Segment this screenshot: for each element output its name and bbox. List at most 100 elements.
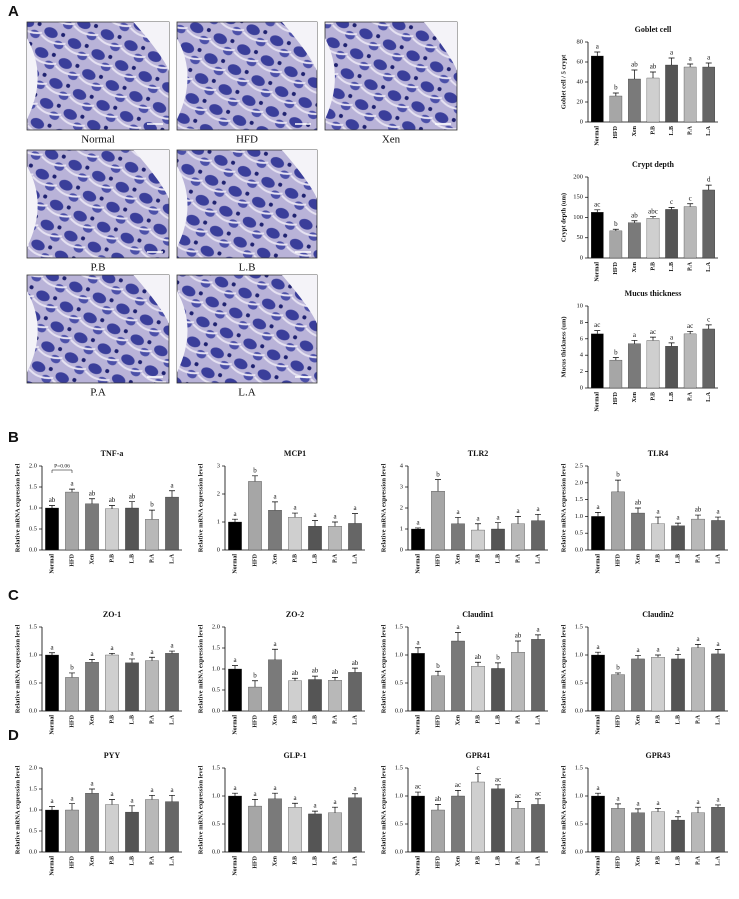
y-tick-label: 80 — [577, 38, 584, 45]
histology-image — [176, 274, 318, 384]
bar — [491, 528, 505, 551]
error-bar — [687, 203, 694, 207]
x-tick-label: L.A — [715, 714, 721, 725]
bar — [611, 808, 625, 853]
x-tick-label: L.A — [706, 391, 712, 402]
significance-letter: ac — [594, 321, 600, 329]
bar — [65, 677, 79, 712]
significance-letter: a — [670, 334, 674, 342]
bar — [268, 659, 282, 712]
significance-letter: a — [233, 510, 237, 518]
significance-letter: a — [273, 640, 277, 648]
error-bar — [312, 520, 318, 527]
significance-letter: a — [90, 780, 94, 788]
bar — [125, 662, 139, 712]
x-tick-label: L.B — [495, 554, 501, 564]
error-bar — [515, 640, 521, 653]
x-tick-label: HFD — [613, 391, 619, 404]
bar — [671, 658, 685, 712]
error-bar — [435, 804, 441, 810]
significance-letter: b — [616, 664, 620, 672]
x-tick-label: L.A — [352, 855, 358, 866]
x-tick-label: P.A — [332, 714, 338, 724]
error-bar — [635, 808, 641, 813]
x-tick-label: Xen — [272, 553, 278, 564]
panel-label: C — [8, 587, 19, 604]
significance-letter: ac — [495, 775, 501, 783]
significance-letter: ab — [475, 653, 482, 661]
error-bar — [272, 501, 278, 511]
significance-letter: ab — [695, 506, 702, 514]
bar — [591, 212, 604, 259]
y-tick-label: 60 — [577, 58, 584, 65]
panel-label: D — [8, 727, 19, 744]
error-bar — [515, 516, 521, 524]
y-axis-label: Relative mRNA expression level — [14, 464, 21, 553]
chart: TLR4 Relative mRNA expression level 0.0 0.5… — [560, 449, 728, 574]
x-tick-label: Normal — [595, 856, 601, 876]
error-bar — [435, 670, 441, 676]
significance-letter: a — [676, 645, 680, 653]
error-bar — [668, 207, 675, 210]
bar — [85, 503, 99, 551]
x-tick-label: L.B — [495, 715, 501, 725]
y-tick-label: 1.0 — [212, 792, 220, 799]
bar — [591, 333, 604, 389]
y-tick-label: 0.0 — [29, 848, 37, 855]
error-bar — [650, 71, 656, 78]
significance-letter: a — [313, 802, 317, 810]
error-bar — [149, 509, 155, 520]
bar — [348, 523, 362, 551]
y-tick-label: 0.5 — [29, 827, 37, 834]
bar — [451, 523, 465, 551]
y-tick-label: 1.5 — [575, 623, 583, 630]
y-tick-label: 2.0 — [575, 479, 583, 486]
error-bar — [475, 523, 481, 531]
significance-letter: b — [436, 470, 440, 478]
x-tick-label: L.A — [535, 714, 541, 725]
bar — [411, 795, 425, 853]
chart-title: TLR2 — [468, 449, 488, 458]
x-tick-label: P.B — [109, 715, 115, 724]
x-tick-label: L.A — [352, 553, 358, 564]
x-tick-label: P.B — [292, 554, 298, 563]
bar — [628, 343, 641, 389]
error-bar — [292, 802, 298, 808]
error-bar — [415, 527, 421, 529]
significance-letter: a — [636, 799, 640, 807]
bar — [683, 333, 697, 389]
panel-label: A — [8, 3, 19, 20]
bar — [228, 795, 242, 853]
error-bar — [495, 522, 501, 529]
significance-letter: a — [150, 648, 154, 656]
y-tick-label: 0 — [400, 546, 403, 553]
x-tick-label: L.B — [129, 856, 135, 866]
chart: ZO-2 Relative mRNA expression level 0.0 0.5… — [197, 610, 365, 735]
significance-letter: a — [130, 650, 134, 658]
y-tick-label: 4 — [400, 462, 404, 469]
chart: Claudin1 Relative mRNA expression level 0.… — [380, 610, 548, 735]
bar — [65, 491, 79, 551]
error-bar — [252, 680, 258, 688]
bar — [451, 795, 465, 853]
error-bar — [49, 652, 55, 655]
x-tick-label: L.B — [669, 126, 675, 136]
lumen — [177, 150, 317, 248]
bar — [591, 795, 605, 853]
y-tick-label: 0 — [217, 546, 220, 553]
error-bar — [715, 649, 721, 654]
image-caption: L.A — [238, 387, 255, 399]
x-tick-label: HFD — [252, 553, 258, 566]
y-tick-label: 1.0 — [575, 651, 583, 658]
x-tick-label: HFD — [435, 855, 441, 868]
y-tick-label: 50 — [577, 234, 584, 241]
significance-letter: a — [170, 786, 174, 794]
significance-letter: a — [689, 55, 693, 63]
significance-letter: b — [436, 662, 440, 670]
error-bar — [655, 516, 661, 524]
error-bar — [655, 654, 661, 658]
significance-letter: a — [716, 508, 720, 516]
bar — [45, 507, 59, 551]
bar — [511, 523, 525, 551]
image-caption: P.B — [91, 262, 106, 274]
